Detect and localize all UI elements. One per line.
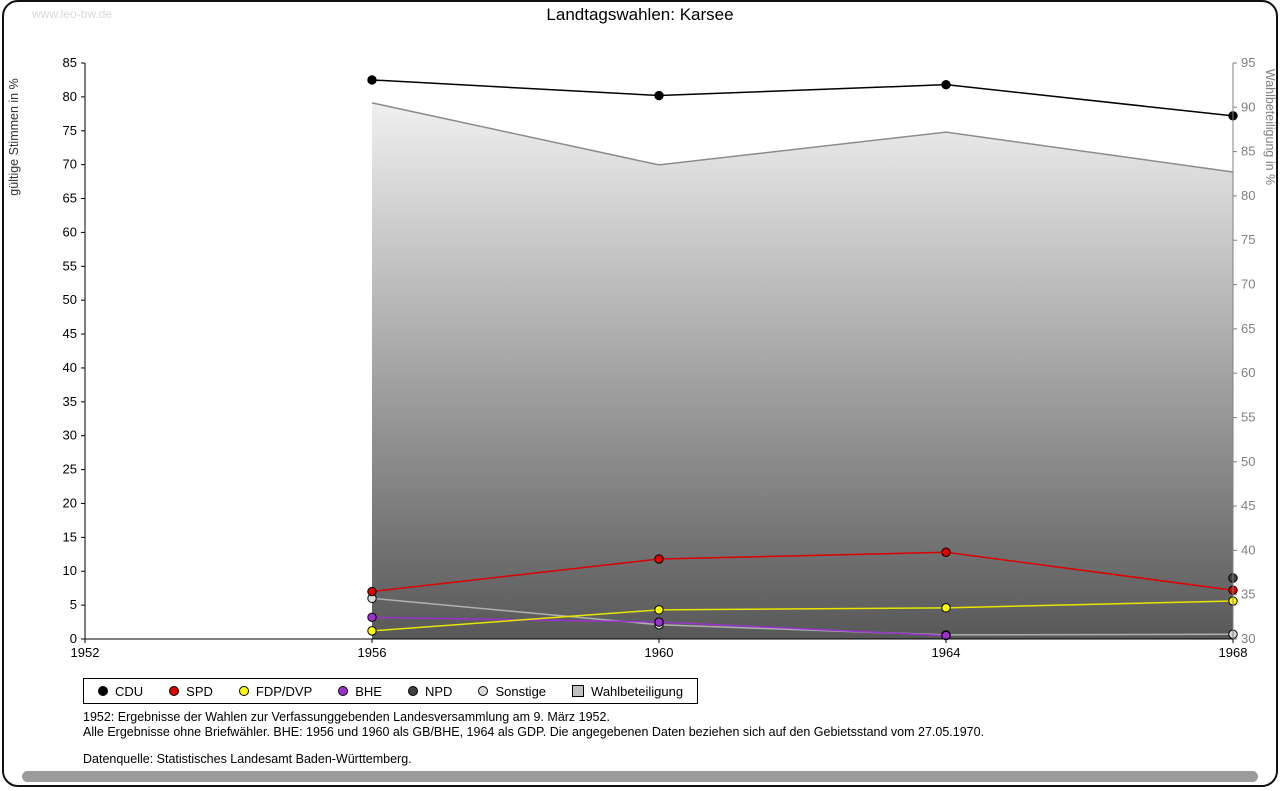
svg-text:95: 95	[1241, 55, 1255, 70]
line-chart: 0 5 10 15 20 25 30 35 40 45 50 55 60 65 70 75 80 85 30 35 40…	[7, 55, 1277, 660]
footnotes: 1952: Ergebnisse der Wahlen zur Verfassu…	[83, 710, 984, 767]
svg-text:55: 55	[1241, 409, 1255, 424]
right-axis-label: Wahlbeteiligung in %	[1263, 69, 1277, 185]
legend-label: BHE	[355, 683, 382, 699]
svg-text:65: 65	[1241, 321, 1255, 336]
svg-text:75: 75	[63, 123, 77, 138]
legend-item-spd: SPD	[169, 684, 213, 699]
svg-text:45: 45	[1241, 498, 1255, 513]
svg-text:10: 10	[63, 563, 77, 578]
svg-text:70: 70	[1241, 277, 1255, 292]
legend-marker-circle	[169, 686, 180, 696]
svg-text:5: 5	[70, 597, 77, 612]
legend: CDU SPD FDP/DVP BHE NPD Sonstige Wahlbeteiligu…	[83, 678, 699, 704]
chart-title: Landtagswahlen: Karsee	[546, 5, 734, 24]
svg-text:25: 25	[63, 462, 77, 477]
svg-text:60: 60	[63, 224, 77, 239]
legend-marker-circle	[338, 686, 349, 696]
legend-marker-circle	[98, 686, 108, 696]
svg-text:70: 70	[63, 157, 77, 172]
svg-text:40: 40	[63, 360, 77, 375]
legend-label: FDP/DVP	[255, 683, 313, 699]
svg-text:1952: 1952	[71, 645, 100, 660]
legend-label: Sonstige	[495, 683, 547, 699]
svg-text:1964: 1964	[932, 645, 961, 660]
bottom-bar	[22, 771, 1258, 782]
legend-item-wahlbeteiligung: Wahlbeteiligung	[572, 684, 683, 699]
svg-text:35: 35	[1241, 587, 1255, 602]
legend-label: SPD	[186, 683, 213, 699]
svg-text:20: 20	[63, 495, 77, 510]
svg-text:45: 45	[63, 326, 77, 341]
footnote-1952: 1952: Ergebnisse der Wahlen zur Verfassu…	[83, 710, 610, 724]
site-watermark: www.leo-bw.de	[32, 7, 113, 21]
legend-item-fdp-dvp: FDP/DVP	[238, 683, 313, 699]
legend-label: NPD	[424, 683, 453, 699]
svg-text:90: 90	[1241, 99, 1255, 114]
svg-text:40: 40	[1241, 542, 1255, 557]
legend-item-cdu: CDU	[98, 684, 143, 699]
footnote-methodology: Alle Ergebnisse ohne Briefwähler. BHE: 1…	[83, 725, 985, 739]
svg-text:80: 80	[1241, 188, 1255, 203]
svg-text:85: 85	[63, 55, 77, 70]
svg-text:0: 0	[70, 631, 77, 646]
legend-label: Wahlbeteiligung	[591, 683, 684, 699]
svg-text:65: 65	[63, 191, 77, 206]
legend-label: CDU	[115, 683, 144, 699]
svg-text:50: 50	[1241, 454, 1255, 469]
legend-marker-circle	[478, 686, 489, 696]
svg-text:75: 75	[1241, 232, 1255, 247]
left-axis-label: gültige Stimmen in %	[7, 78, 21, 195]
svg-text:1956: 1956	[358, 645, 387, 660]
legend-item-sonstige: Sonstige	[478, 684, 546, 699]
svg-text:80: 80	[63, 89, 77, 104]
legend-marker-circle	[238, 686, 249, 696]
svg-text:30: 30	[1241, 631, 1255, 646]
svg-text:55: 55	[63, 258, 77, 273]
svg-text:1960: 1960	[645, 645, 674, 660]
legend-marker-square	[572, 685, 585, 697]
svg-text:85: 85	[1241, 144, 1255, 159]
legend-marker-circle	[407, 686, 418, 696]
svg-text:30: 30	[63, 428, 77, 443]
svg-text:1968: 1968	[1219, 645, 1248, 660]
svg-text:35: 35	[63, 394, 77, 409]
footnote-source: Datenquelle: Statistisches Landesamt Bad…	[83, 752, 412, 766]
svg-text:60: 60	[1241, 365, 1255, 380]
legend-item-bhe: BHE	[338, 684, 382, 699]
svg-text:50: 50	[63, 292, 77, 307]
svg-text:15: 15	[63, 529, 77, 544]
legend-item-npd: NPD	[407, 683, 453, 699]
